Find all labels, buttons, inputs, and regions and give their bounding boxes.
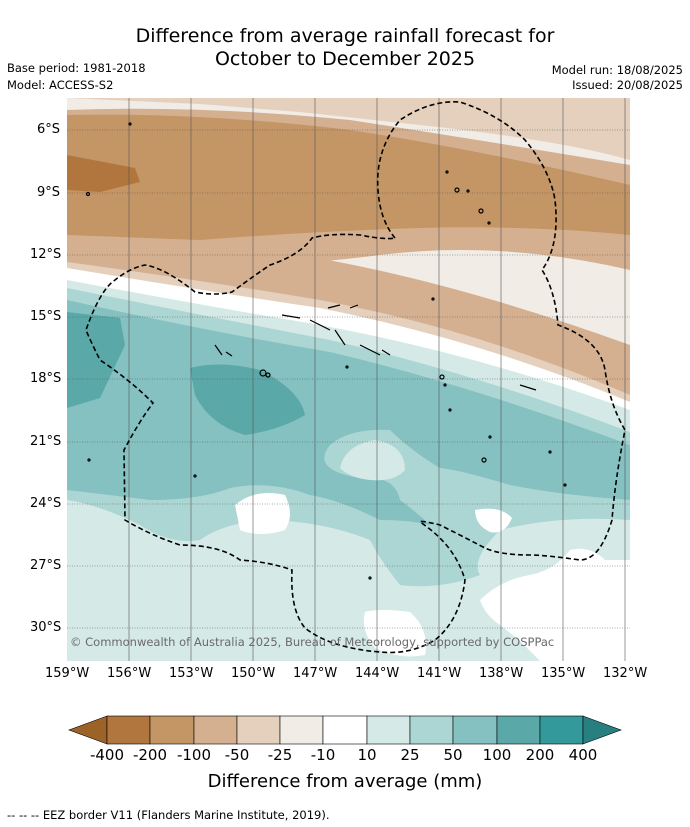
colorbar-extend-low [68, 715, 108, 745]
colorbar-swatch-8 [409, 715, 454, 745]
model-run: Model run: 18/08/2025 [551, 63, 683, 77]
colorbar-label-n400: -400 [89, 746, 125, 764]
colorbar-label-p400: 400 [568, 746, 598, 764]
colorbar-swatch-2 [149, 715, 195, 745]
lat-label-6s: 6°S [37, 122, 61, 137]
colorbar-label-n50: -50 [224, 746, 250, 764]
lon-label-141w: 141°W [417, 666, 462, 681]
band-neutral-east [475, 508, 512, 533]
band-neutral-central [235, 492, 290, 534]
band-p100-p200-central [190, 364, 305, 435]
band-n400-n200 [67, 155, 140, 192]
band-p50-p100 [67, 300, 630, 525]
lon-label-159w: 159°W [45, 666, 90, 681]
graticule-meridians [128, 98, 626, 661]
lat-label-27s: 27°S [30, 558, 62, 573]
colorbar [68, 715, 622, 745]
lat-label-24s: 24°S [30, 496, 62, 511]
band-neutral-south [363, 610, 426, 657]
colorbar-label-p25: 25 [400, 746, 420, 764]
issued-date: Issued: 20/08/2025 [572, 78, 683, 92]
lon-label-150w: 150°W [231, 666, 276, 681]
band-n200-n100 [67, 114, 630, 240]
colorbar-label-p100: 100 [482, 746, 512, 764]
band-neutral-southeast [480, 548, 630, 661]
lat-label-18s: 18°S [30, 371, 62, 386]
lon-label-135w: 135°W [541, 666, 586, 681]
colorbar-label-n200: -200 [132, 746, 168, 764]
copyright-notice: © Commonwealth of Australia 2025, Bureau… [70, 635, 555, 649]
colorbar-swatch-6 [322, 715, 368, 745]
lon-label-138w: 138°W [479, 666, 524, 681]
colorbar-label-n10: -10 [310, 746, 336, 764]
lat-label-15s: 15°S [30, 309, 62, 324]
colorbar-swatch-7 [366, 715, 411, 745]
eez-border [85, 101, 626, 654]
lon-label-147w: 147°W [293, 666, 338, 681]
lat-label-30s: 30°S [30, 620, 62, 635]
colorbar-title: Difference from average (mm) [207, 771, 483, 792]
title-line-1: Difference from average rainfall forecas… [135, 25, 555, 47]
colorbar-swatch-9 [452, 715, 498, 745]
colorbar-swatch-3 [193, 715, 238, 745]
base-period: Base period: 1981-2018 [7, 61, 146, 75]
colorbar-label-p50: 50 [443, 746, 463, 764]
title-line-2: October to December 2025 [214, 48, 476, 70]
islands [85, 122, 567, 580]
colorbar-label-n100: -100 [176, 746, 212, 764]
colorbar-label-n25: -25 [267, 746, 293, 764]
band-n50-n25 [67, 98, 630, 160]
colorbar-swatch-1 [106, 715, 151, 745]
colorbar-extend-high [582, 715, 622, 745]
colorbar-swatch-5 [279, 715, 324, 745]
lat-label-9s: 9°S [37, 185, 61, 200]
band-p100-p200-west [67, 312, 125, 408]
lon-label-132w: 132°W [603, 666, 648, 681]
colorbar-swatch-11 [539, 715, 584, 745]
colorbar-label-p10: 10 [357, 746, 377, 764]
model-name: Model: ACCESS-S2 [7, 78, 114, 92]
colorbar-label-p200: 200 [525, 746, 555, 764]
map-area [67, 98, 630, 661]
lon-label-144w: 144°W [355, 666, 400, 681]
lat-label-21s: 21°S [30, 434, 62, 449]
eez-legend-note: -- -- -- EEZ border V11 (Flanders Marine… [7, 808, 330, 822]
band-p10-p25-island [340, 440, 405, 481]
colorbar-swatch-4 [236, 715, 281, 745]
lon-label-156w: 156°W [107, 666, 152, 681]
lat-label-12s: 12°S [30, 247, 62, 262]
colorbar-swatch-10 [496, 715, 541, 745]
lon-label-153w: 153°W [169, 666, 214, 681]
